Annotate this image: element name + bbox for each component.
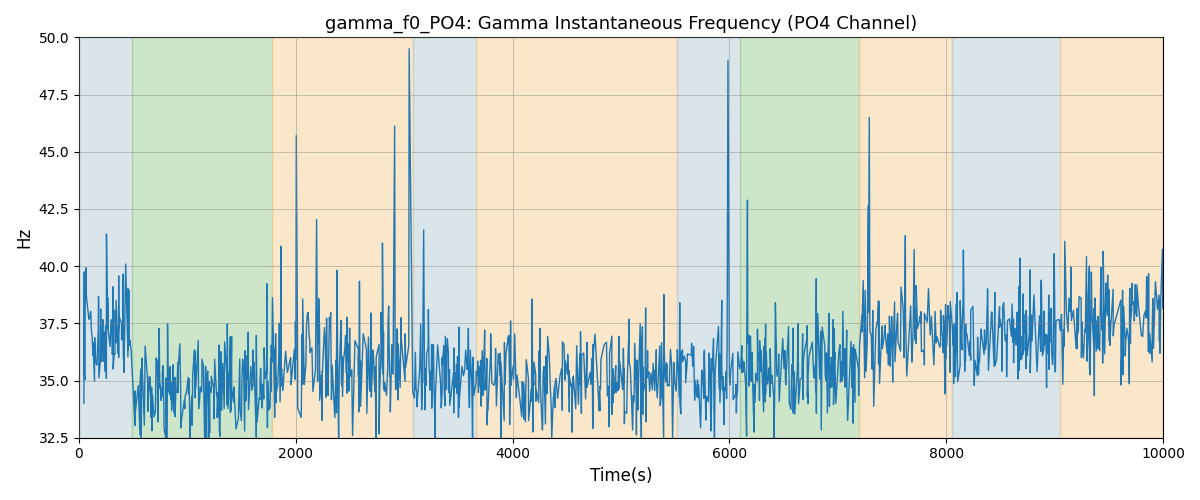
Bar	[272, 38, 413, 438]
Bar	[677, 38, 740, 438]
Bar	[952, 38, 1060, 438]
Bar	[1060, 38, 1163, 438]
X-axis label: Time(s): Time(s)	[589, 467, 653, 485]
Bar	[132, 38, 272, 438]
Bar	[740, 38, 859, 438]
Bar	[413, 38, 475, 438]
Bar	[475, 38, 677, 438]
Bar	[859, 38, 952, 438]
Title: gamma_f0_PO4: Gamma Instantaneous Frequency (PO4 Channel): gamma_f0_PO4: Gamma Instantaneous Freque…	[325, 15, 917, 34]
Y-axis label: Hz: Hz	[14, 227, 34, 248]
Bar	[79, 38, 132, 438]
